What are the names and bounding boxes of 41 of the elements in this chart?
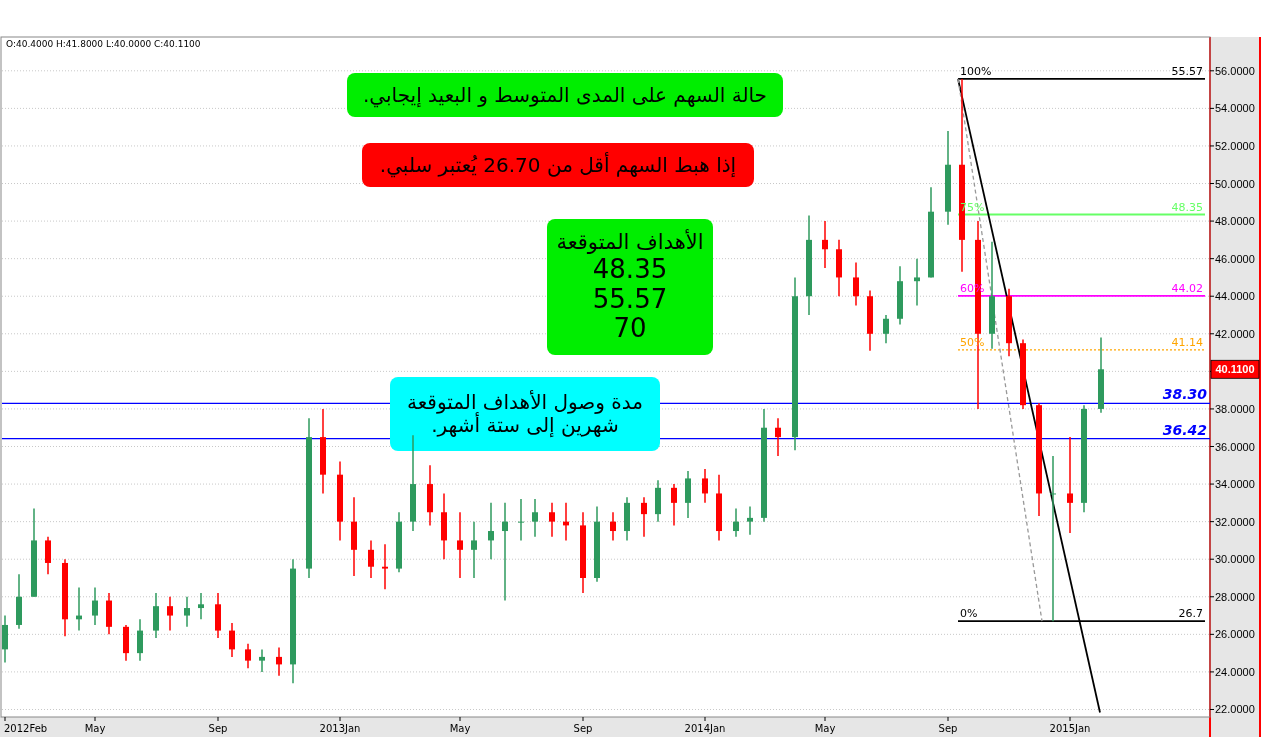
annotation: مدة وصول الأهداف المتوقعة شهرين إلى ستة أشهر. bbox=[406, 390, 644, 438]
ref-line-label: 36.42 bbox=[1162, 421, 1207, 438]
annotation: 26.7 bbox=[1178, 607, 1203, 621]
y-tick-label: 26.0000 bbox=[1215, 628, 1255, 641]
y-tick-label: 48.0000 bbox=[1215, 215, 1255, 228]
y-tick-label: 52.0000 bbox=[1215, 139, 1255, 152]
annotation: 48.35 bbox=[1171, 200, 1203, 214]
annotation: 55.57 bbox=[1171, 64, 1203, 78]
y-tick-label: 22.0000 bbox=[1215, 703, 1255, 716]
y-tick-label: 44.0000 bbox=[1215, 290, 1255, 303]
y-tick-label: 42.0000 bbox=[1215, 327, 1255, 340]
x-tick-label: 2015Jan bbox=[1049, 723, 1091, 734]
x-tick-label: May bbox=[84, 723, 106, 734]
y-tick-label: 36.0000 bbox=[1215, 440, 1255, 453]
y-tick-label: 46.0000 bbox=[1215, 252, 1255, 265]
x-tick-label: Sep bbox=[573, 723, 593, 734]
annotation: حالة السهم على المدى المتوسط و البعيد إيجابي. bbox=[363, 82, 767, 108]
y-tick-label: 24.0000 bbox=[1215, 665, 1255, 678]
text: 40.1100 bbox=[1215, 363, 1255, 376]
y-tick-label: 54.0000 bbox=[1215, 102, 1255, 115]
x-tick-label: May bbox=[814, 723, 836, 734]
annotation: 41.14 bbox=[1171, 335, 1203, 349]
x-tick-label: May bbox=[449, 723, 471, 734]
y-tick-label: 38.0000 bbox=[1215, 402, 1255, 415]
x-tick-label: 2012Feb bbox=[4, 723, 48, 734]
y-tick-label: 50.0000 bbox=[1215, 177, 1255, 190]
annotation: إذا هبط السهم أقل من 26.70 يُعتبر سلبي. bbox=[379, 151, 737, 178]
y-tick-label: 28.0000 bbox=[1215, 590, 1255, 603]
y-tick-label: 34.0000 bbox=[1215, 478, 1255, 491]
x-tick-label: Sep bbox=[938, 723, 958, 734]
x-tick-label: 2014Jan bbox=[684, 723, 726, 734]
annotation: O:40.4000 H:41.8000 L:40.0000 C:40.1100 bbox=[6, 39, 201, 49]
y-tick-label: 56.0000 bbox=[1215, 64, 1255, 77]
ref-line-label: 38.30 bbox=[1162, 386, 1208, 403]
annotation: 100% bbox=[960, 64, 992, 78]
y-tick-label: 32.0000 bbox=[1215, 515, 1255, 528]
y-tick-label: 30.0000 bbox=[1215, 553, 1255, 566]
annotation: 0% bbox=[960, 607, 978, 621]
annotation: 44.02 bbox=[1171, 281, 1203, 295]
x-tick-label: Sep bbox=[208, 723, 228, 734]
x-tick-label: 2013Jan bbox=[319, 723, 361, 734]
